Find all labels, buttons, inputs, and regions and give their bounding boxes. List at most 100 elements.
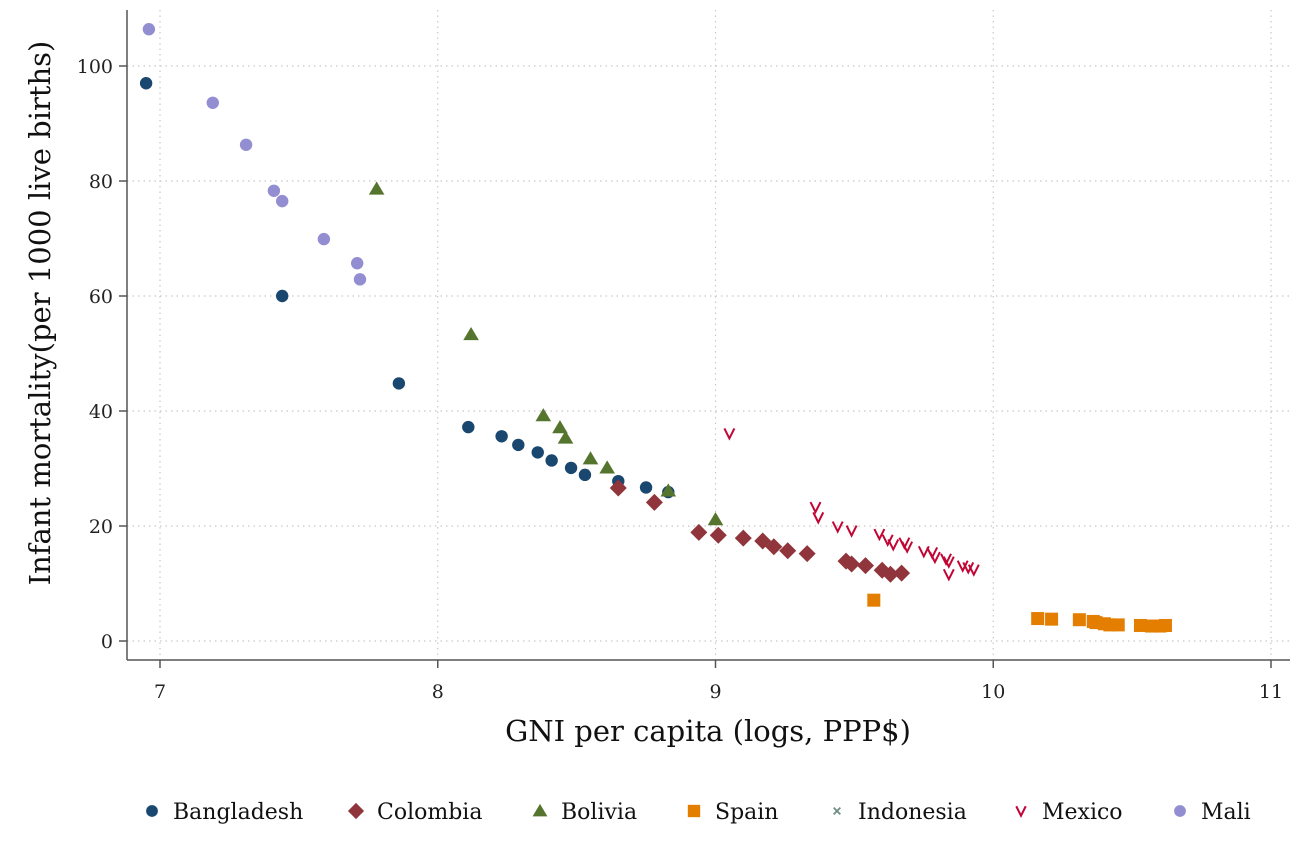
point-bangladesh: [139, 77, 153, 90]
point-colombia: [690, 523, 708, 541]
point-colombia: [779, 542, 797, 560]
legend-marker-spain: [687, 804, 701, 818]
point-mexico: [723, 427, 736, 441]
point-bolivia: [463, 327, 479, 341]
point-colombia: [893, 564, 911, 582]
tick-labels: 7 8 9 10 11 0 20 40 60 80 100: [77, 56, 1283, 703]
legend-item-indonesia: Indonesia: [833, 800, 967, 825]
point-mali: [353, 273, 367, 286]
point-bangladesh: [495, 430, 508, 443]
legend-label-indonesia: Indonesia: [858, 800, 967, 825]
point-mexico: [887, 538, 900, 552]
x-tick-label: 10: [981, 681, 1005, 703]
point-bangladesh: [578, 468, 592, 482]
y-tick-label: 20: [89, 516, 113, 538]
legend-label-bolivia: Bolivia: [561, 800, 637, 825]
point-colombia: [765, 538, 783, 556]
point-mali: [239, 138, 253, 151]
point-mali: [267, 184, 281, 197]
point-mexico: [881, 534, 894, 548]
point-colombia: [798, 545, 816, 563]
point-mexico: [967, 564, 980, 577]
axes: [119, 10, 1290, 668]
point-mexico: [873, 528, 886, 542]
point-spain: [1045, 612, 1059, 626]
legend-marker-mexico: [1015, 805, 1027, 818]
point-bolivia: [535, 408, 552, 422]
point-mali: [276, 194, 289, 208]
point-mexico: [809, 501, 822, 515]
data-points: [139, 23, 1172, 633]
y-tick-label: 80: [89, 171, 113, 193]
x-tick-label: 8: [432, 681, 444, 703]
point-mali: [351, 257, 364, 270]
x-axis-title: GNI per capita (logs, PPP$): [505, 714, 911, 748]
point-bolivia: [582, 451, 599, 465]
point-bolivia: [552, 420, 568, 434]
point-colombia: [609, 479, 627, 497]
point-colombia: [709, 526, 727, 544]
x-tick-label: 9: [709, 681, 721, 703]
y-tick-label: 60: [89, 286, 113, 308]
legend-item-bangladesh: Bangladesh: [146, 800, 303, 825]
legend-label-mali: Mali: [1201, 800, 1251, 825]
point-spain: [867, 593, 881, 607]
point-mexico: [929, 551, 941, 565]
legend-marker-bolivia: [532, 803, 548, 817]
legend-label-bangladesh: Bangladesh: [173, 800, 303, 825]
point-bangladesh: [392, 377, 406, 390]
legend: Bangladesh Colombia Bolivia Spain Indonesia M…: [146, 800, 1251, 825]
point-bangladesh: [512, 438, 525, 452]
point-bangladesh: [545, 454, 558, 467]
legend-item-mexico: Mexico: [1015, 800, 1123, 825]
point-spain: [1133, 618, 1147, 632]
legend-marker-mali: [1174, 805, 1186, 817]
point-spain: [1031, 612, 1045, 626]
point-bolivia: [660, 483, 677, 497]
y-axis-title: Infant mortality(per 1000 live births): [23, 41, 57, 586]
point-spain: [1158, 618, 1172, 632]
point-bangladesh: [462, 420, 475, 434]
point-mexico: [812, 511, 825, 525]
legend-marker-bangladesh: [146, 805, 158, 817]
legend-item-bolivia: Bolivia: [532, 800, 637, 825]
point-colombia: [843, 555, 861, 573]
y-tick-label: 0: [101, 631, 113, 653]
point-spain: [1111, 618, 1125, 632]
legend-marker-colombia: [347, 802, 365, 820]
point-mexico: [962, 561, 975, 575]
y-tick-label: 100: [77, 56, 113, 78]
point-mexico: [845, 525, 858, 538]
point-mali: [317, 232, 331, 246]
point-bangladesh: [639, 481, 653, 494]
legend-marker-indonesia: [833, 807, 841, 815]
point-bangladesh: [531, 446, 544, 459]
point-mali: [142, 23, 156, 36]
x-tick-label: 7: [154, 681, 166, 703]
point-bolivia: [557, 430, 574, 444]
point-colombia: [734, 529, 752, 547]
grid-lines: [127, 10, 1290, 660]
point-bolivia: [707, 512, 724, 526]
x-tick-label: 11: [1259, 681, 1283, 703]
point-mexico: [831, 521, 844, 534]
point-mexico: [940, 553, 952, 567]
point-colombia: [645, 493, 663, 511]
y-tick-label: 40: [89, 401, 113, 423]
legend-item-colombia: Colombia: [347, 800, 482, 825]
point-mexico: [956, 560, 969, 573]
legend-label-colombia: Colombia: [377, 800, 482, 825]
legend-item-spain: Spain: [687, 800, 778, 825]
point-mexico: [942, 556, 955, 569]
point-colombia: [881, 565, 899, 583]
point-mexico: [942, 568, 955, 582]
point-bolivia: [368, 181, 385, 195]
point-bolivia: [599, 460, 615, 474]
legend-label-mexico: Mexico: [1042, 800, 1123, 825]
legend-item-mali: Mali: [1174, 800, 1251, 825]
point-mali: [206, 96, 219, 110]
point-colombia: [856, 557, 874, 575]
point-bangladesh: [564, 461, 578, 475]
point-bangladesh: [276, 289, 289, 303]
